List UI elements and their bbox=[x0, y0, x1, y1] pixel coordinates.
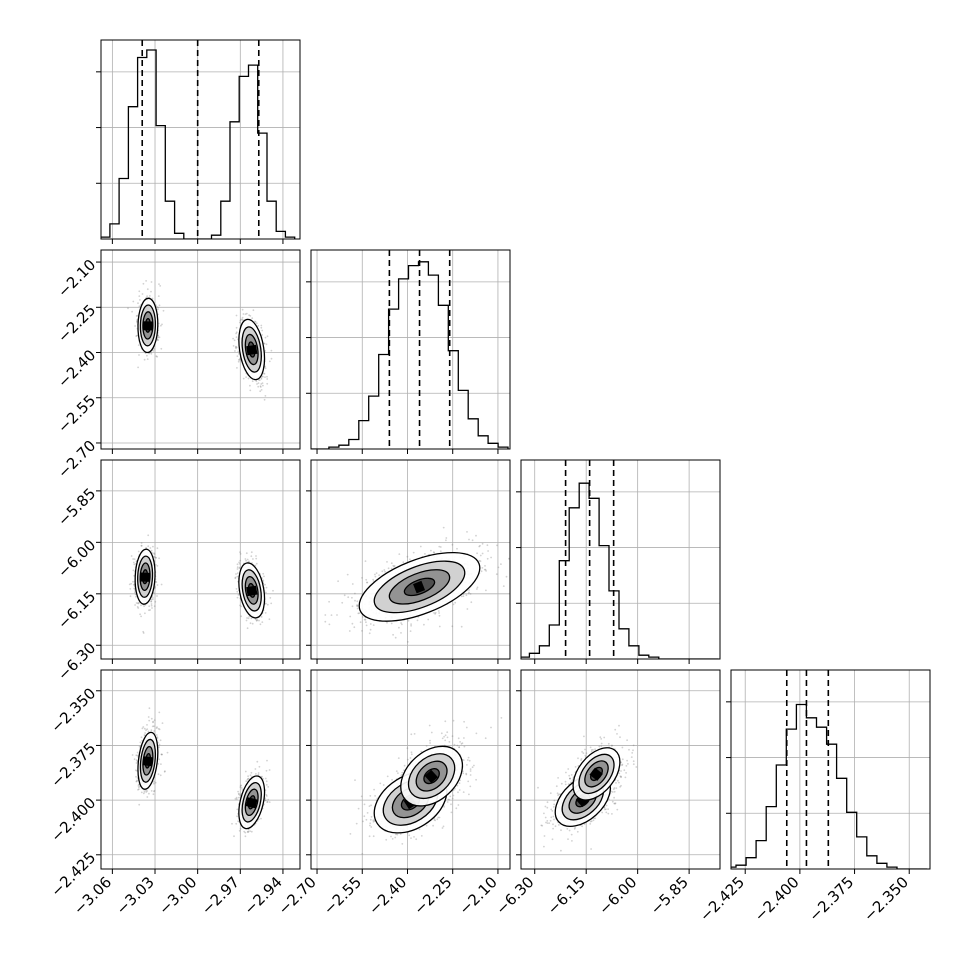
panel-frame bbox=[520, 669, 721, 870]
density-layer bbox=[349, 717, 503, 855]
density-peak bbox=[246, 344, 258, 356]
histogram-line bbox=[101, 49, 296, 239]
contour-group bbox=[134, 548, 156, 605]
x-tick-label: −2.94 bbox=[241, 873, 286, 918]
histogram-panel-1 bbox=[96, 39, 301, 244]
x-tick-label: −2.70 bbox=[275, 873, 320, 918]
y-tick-label: −6.30 bbox=[54, 639, 99, 684]
contour-group bbox=[358, 551, 481, 622]
density-peak bbox=[246, 585, 258, 597]
scatter-panel-1-4: −3.06−3.03−3.00−2.97−2.94−2.425−2.400−2.… bbox=[47, 669, 301, 918]
contour-group bbox=[400, 745, 464, 807]
density-peak bbox=[413, 580, 426, 594]
panel-frame bbox=[310, 459, 511, 660]
contour-group bbox=[238, 318, 266, 381]
x-tick-label: −2.97 bbox=[198, 873, 243, 918]
x-tick-label: −2.375 bbox=[805, 873, 857, 925]
x-tick-label: −2.400 bbox=[751, 873, 803, 925]
y-tick-label: −2.400 bbox=[47, 794, 99, 846]
panel-frame bbox=[100, 669, 301, 870]
scatter-panel-1-3: −6.30 −6.15 −6.00 −5.85 bbox=[54, 459, 301, 684]
y-tick-label: −2.350 bbox=[47, 684, 99, 736]
x-tick-label: −2.350 bbox=[860, 873, 912, 925]
density-layer bbox=[131, 707, 271, 838]
x-tick-label: −6.15 bbox=[544, 873, 589, 918]
histogram-line bbox=[521, 482, 719, 659]
y-tick-label: −2.10 bbox=[54, 256, 99, 301]
panel-frame bbox=[100, 459, 301, 660]
y-tick-label: −2.375 bbox=[47, 739, 99, 791]
scatter-panel-2-4: −2.70 −2.55 −2.40 −2.25 −2.10 bbox=[275, 669, 511, 918]
contour-group bbox=[137, 297, 159, 354]
scatter-panel-3-4: −6.30 −6.15 −6.00 −5.85 bbox=[492, 669, 721, 918]
x-tick-label: −3.00 bbox=[155, 873, 200, 918]
panel-frame bbox=[310, 249, 511, 450]
density-peak bbox=[139, 572, 151, 582]
histogram-panel-3 bbox=[516, 459, 721, 664]
x-tick-label: −6.30 bbox=[492, 873, 537, 918]
scatter-panel-1-2: −2.70−2.55−2.40−2.25−2.10 bbox=[54, 249, 301, 482]
histogram-panel-4: −2.425 −2.400 −2.375 −2.350 bbox=[696, 669, 931, 925]
histogram-panel-2 bbox=[306, 249, 511, 454]
density-layer bbox=[537, 724, 638, 852]
x-tick-label: −3.03 bbox=[113, 873, 158, 918]
x-tick-label: −2.25 bbox=[410, 873, 455, 918]
contour-group bbox=[572, 747, 621, 801]
contour-group bbox=[238, 775, 266, 830]
histogram-line bbox=[311, 261, 509, 449]
y-tick-label: −2.55 bbox=[54, 391, 99, 436]
contour-group bbox=[238, 562, 266, 619]
scatter-panel-2-3 bbox=[306, 459, 511, 664]
panel-frame bbox=[100, 249, 301, 450]
contour-group bbox=[137, 731, 159, 790]
density-peak bbox=[142, 756, 154, 767]
y-tick-label: −2.40 bbox=[54, 346, 99, 391]
panel-frame bbox=[310, 669, 511, 870]
density-peak bbox=[245, 797, 258, 809]
y-tick-label: −2.25 bbox=[54, 301, 99, 346]
histogram-line bbox=[731, 703, 928, 869]
panel-frame bbox=[730, 669, 931, 870]
density-layer bbox=[324, 526, 510, 643]
x-tick-label: −2.10 bbox=[456, 873, 501, 918]
x-tick-label: −2.40 bbox=[365, 873, 410, 918]
density-layer bbox=[128, 534, 274, 634]
panel-frame bbox=[100, 39, 301, 240]
y-tick-label: −2.70 bbox=[54, 437, 99, 482]
x-tick-label: −2.55 bbox=[320, 873, 365, 918]
x-tick-label: −6.00 bbox=[595, 873, 640, 918]
panel-frame bbox=[520, 459, 721, 660]
density-peak bbox=[589, 767, 603, 781]
x-tick-label: −5.85 bbox=[647, 873, 692, 918]
y-tick-label: −6.00 bbox=[54, 536, 99, 581]
x-tick-label: −2.425 bbox=[696, 873, 748, 925]
density-layer bbox=[127, 280, 273, 401]
y-tick-label: −6.15 bbox=[54, 587, 99, 632]
y-tick-label: −5.85 bbox=[54, 485, 99, 530]
density-peak bbox=[142, 321, 153, 331]
density-peak bbox=[424, 769, 438, 784]
